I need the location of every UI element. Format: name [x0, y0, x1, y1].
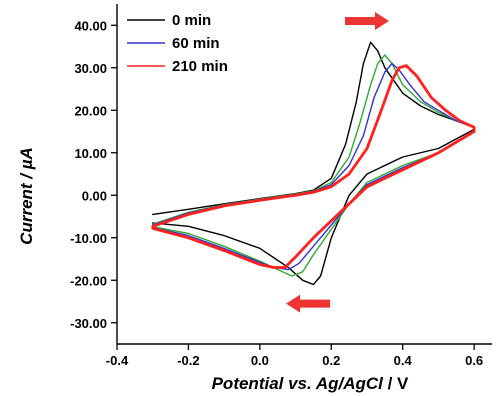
legend-label: 210 min [172, 58, 228, 75]
x-tick-label: 0.2 [322, 353, 340, 368]
scan-direction-arrows [286, 12, 389, 313]
x-tick-label: 0.0 [251, 353, 269, 368]
x-axis-title: Potential vs. Ag/AgCl / V [212, 374, 409, 393]
y-tick-label: 40.00 [74, 18, 107, 33]
x-tick-label: -0.2 [177, 353, 199, 368]
y-tick-label: 0.00 [82, 188, 107, 203]
y-tick-label: -30.00 [70, 316, 107, 331]
x-tick-label: 0.4 [394, 353, 413, 368]
scan-direction-arrow-left [286, 294, 331, 313]
scan-direction-arrow-right [345, 12, 389, 30]
y-tick-label: -10.00 [70, 231, 107, 246]
legend: 0 min 60 min 210 min [127, 12, 228, 75]
legend-label: 60 min [172, 35, 220, 52]
y-tick-label: 10.00 [74, 146, 107, 161]
y-tick-label: -20.00 [70, 273, 107, 288]
y-axis-title: Current / µA [17, 147, 36, 245]
x-axis-ticks: -0.4 -0.2 0.0 0.2 0.4 0.6 [106, 344, 483, 368]
voltammogram-curves [151, 41, 476, 286]
x-tick-label: 0.6 [465, 353, 483, 368]
chart-axes [116, 4, 492, 345]
legend-label: 0 min [172, 12, 211, 29]
cv-curve-210-min [151, 64, 476, 269]
y-tick-label: 20.00 [74, 103, 107, 118]
cv-curve-0-min [152, 41, 475, 286]
x-tick-label: -0.4 [106, 353, 129, 368]
x-axis-title-main: Potential vs. Ag/AgCl [212, 374, 385, 393]
x-axis-title-unit: / V [383, 374, 409, 393]
y-axis-ticks: -30.00 -20.00 -10.00 0.00 10.00 20.00 30.00 40.… [70, 18, 117, 331]
y-tick-label: 30.00 [74, 61, 107, 76]
